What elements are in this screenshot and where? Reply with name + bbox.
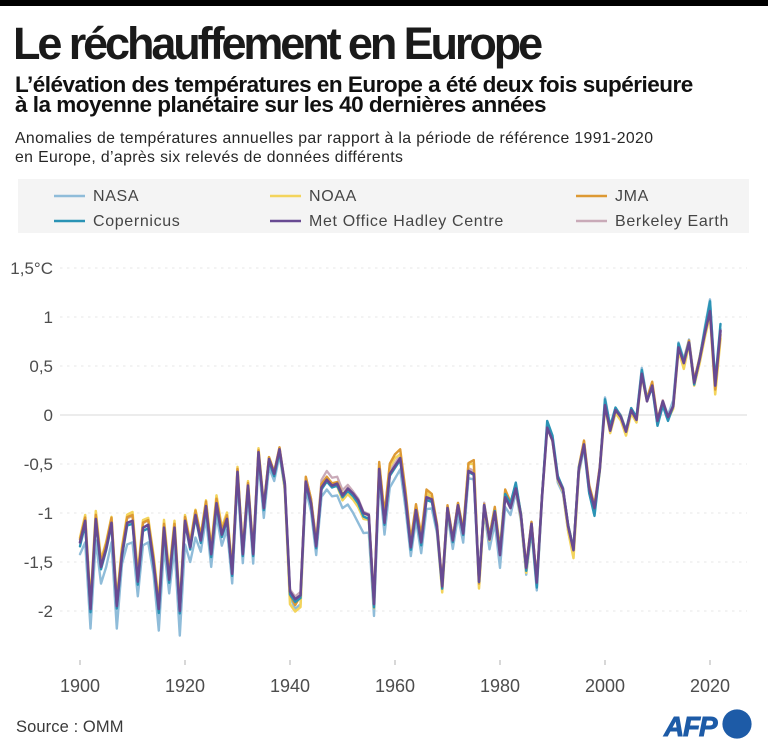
svg-text:0,5: 0,5: [29, 357, 53, 376]
svg-text:2000: 2000: [585, 676, 625, 696]
svg-text:0: 0: [44, 406, 53, 425]
svg-text:1980: 1980: [480, 676, 520, 696]
svg-text:Met Office Hadley Centre: Met Office Hadley Centre: [309, 213, 504, 230]
svg-text:-1,5: -1,5: [24, 553, 53, 572]
svg-text:-1: -1: [38, 504, 53, 523]
svg-text:Berkeley Earth: Berkeley Earth: [615, 213, 729, 230]
svg-text:1: 1: [44, 308, 53, 327]
svg-text:-0,5: -0,5: [24, 455, 53, 474]
svg-text:AFP: AFP: [663, 711, 718, 742]
svg-text:1940: 1940: [270, 676, 310, 696]
svg-text:NOAA: NOAA: [309, 188, 357, 205]
svg-text:Copernicus: Copernicus: [93, 213, 180, 230]
svg-text:1,5°C: 1,5°C: [10, 259, 53, 278]
svg-text:-2: -2: [38, 602, 53, 621]
svg-text:2020: 2020: [690, 676, 730, 696]
svg-text:1960: 1960: [375, 676, 415, 696]
svg-text:1900: 1900: [60, 676, 100, 696]
svg-text:NASA: NASA: [93, 188, 139, 205]
svg-text:1920: 1920: [165, 676, 205, 696]
svg-text:JMA: JMA: [615, 188, 649, 205]
